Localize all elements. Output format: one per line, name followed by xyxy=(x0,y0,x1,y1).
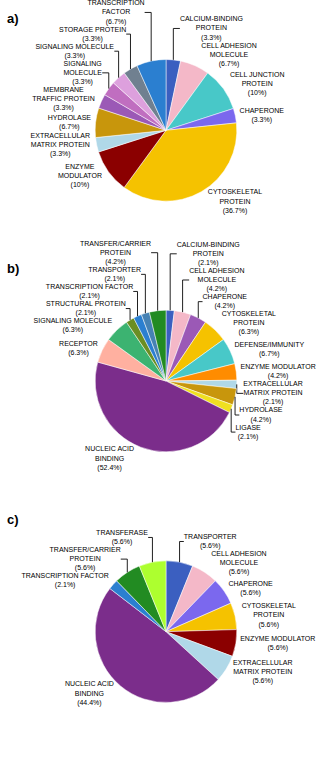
svg-text:CELL ADHESIONMOLECULE(5.6%): CELL ADHESIONMOLECULE(5.6%) xyxy=(211,550,266,576)
svg-text:TRANSFERASE(5.6%): TRANSFERASE(5.6%) xyxy=(96,529,148,546)
svg-text:SIGNALING MOLECULE(6.3%): SIGNALING MOLECULE(6.3%) xyxy=(34,317,113,334)
svg-text:a): a) xyxy=(7,11,19,26)
svg-text:MEMBRANETRAFFIC PROTEIN(3.3%): MEMBRANETRAFFIC PROTEIN(3.3%) xyxy=(32,86,95,112)
svg-text:STORAGE PROTEIN(3.3%): STORAGE PROTEIN(3.3%) xyxy=(59,26,126,43)
svg-text:TRANSFER/CARRIERPROTEIN(5.6%): TRANSFER/CARRIERPROTEIN(5.6%) xyxy=(50,546,121,572)
svg-text:STRUCTURAL PROTEIN(2.1%): STRUCTURAL PROTEIN(2.1%) xyxy=(46,300,126,317)
svg-text:HYDROLASE(6.7%): HYDROLASE(6.7%) xyxy=(48,114,92,131)
svg-text:ENZYME MODULATOR(4.2%): ENZYME MODULATOR(4.2%) xyxy=(241,363,316,380)
svg-text:RECEPTOR(6.3%): RECEPTOR(6.3%) xyxy=(59,340,98,357)
svg-text:NUCLEIC ACIDBINDING(52.4%): NUCLEIC ACIDBINDING(52.4%) xyxy=(85,445,134,471)
svg-text:DEFENSE/IMMUNITY(6.7%): DEFENSE/IMMUNITY(6.7%) xyxy=(234,341,304,358)
svg-text:CHAPERONE(4.2%): CHAPERONE(4.2%) xyxy=(203,293,248,310)
svg-text:CYTOSKELETALPROTEIN(5.6%): CYTOSKELETALPROTEIN(5.6%) xyxy=(242,602,296,628)
svg-text:CELL JUNCTIONPROTEIN(10%): CELL JUNCTIONPROTEIN(10%) xyxy=(230,71,285,97)
svg-text:SIGNALING MOLECULE(3.3%): SIGNALING MOLECULE(3.3%) xyxy=(35,43,114,60)
svg-text:TRANSPORTER(2.1%): TRANSPORTER(2.1%) xyxy=(88,266,141,283)
svg-text:NUCLEIC ACIDBINDING(44.4%): NUCLEIC ACIDBINDING(44.4%) xyxy=(65,680,114,706)
svg-text:EXTRACELLULARMATRIX PROTEIN(3.: EXTRACELLULARMATRIX PROTEIN(3.3%) xyxy=(31,132,91,158)
svg-text:CHAPERONE(5.6%): CHAPERONE(5.6%) xyxy=(228,580,273,597)
svg-text:SIGNALINGMOLECULE(3.3%): SIGNALINGMOLECULE(3.3%) xyxy=(63,60,102,86)
svg-text:ENZYME MODULATOR(5.6%): ENZYME MODULATOR(5.6%) xyxy=(240,635,315,652)
svg-text:TRANSFER/CARRIERPROTEIN(4.2%): TRANSFER/CARRIERPROTEIN(4.2%) xyxy=(80,240,151,266)
svg-text:EXTRACELLULARMATRIX PROTEIN(2.: EXTRACELLULARMATRIX PROTEIN(2.1%) xyxy=(243,380,303,406)
svg-text:CYTOSKELETALPROTEIN(36.7%): CYTOSKELETALPROTEIN(36.7%) xyxy=(208,188,262,214)
svg-text:CELL ADHESIONMOLECULE(4.2%): CELL ADHESIONMOLECULE(4.2%) xyxy=(189,267,244,293)
svg-text:CELL ADHESIONMOLECULE(6.7%): CELL ADHESIONMOLECULE(6.7%) xyxy=(201,42,256,68)
svg-text:TRANSCRIPTIONFACTOR(6.7%): TRANSCRIPTIONFACTOR(6.7%) xyxy=(87,0,144,26)
svg-text:CALCIUM-BINDINGPROTEIN(3.3%): CALCIUM-BINDINGPROTEIN(3.3%) xyxy=(180,15,243,41)
svg-text:TRANSPORTER(5.6%): TRANSPORTER(5.6%) xyxy=(184,533,237,550)
svg-text:c): c) xyxy=(7,512,19,527)
svg-text:CHAPERONE(3.3%): CHAPERONE(3.3%) xyxy=(240,107,285,124)
svg-text:CYTOSKELETALPROTEIN(6.3%): CYTOSKELETALPROTEIN(6.3%) xyxy=(222,310,276,336)
svg-text:TRANSCRIPTION FACTOR(2.1%): TRANSCRIPTION FACTOR(2.1%) xyxy=(21,572,108,589)
svg-text:CALCIUM-BINDINGPROTEIN(2.1%): CALCIUM-BINDINGPROTEIN(2.1%) xyxy=(177,241,240,267)
svg-text:ENZYMEMODULATOR(10%): ENZYMEMODULATOR(10%) xyxy=(58,163,102,189)
svg-text:TRANSCRIPTION FACTOR(2.1%): TRANSCRIPTION FACTOR(2.1%) xyxy=(46,283,133,300)
svg-text:EXTRACELLULARMATRIX PROTEIN(5.: EXTRACELLULARMATRIX PROTEIN(5.6%) xyxy=(233,659,293,685)
svg-text:LIGASE(2.1%): LIGASE(2.1%) xyxy=(235,424,261,441)
svg-text:b): b) xyxy=(7,261,19,276)
svg-text:HYDROLASE(4.2%): HYDROLASE(4.2%) xyxy=(239,406,283,423)
